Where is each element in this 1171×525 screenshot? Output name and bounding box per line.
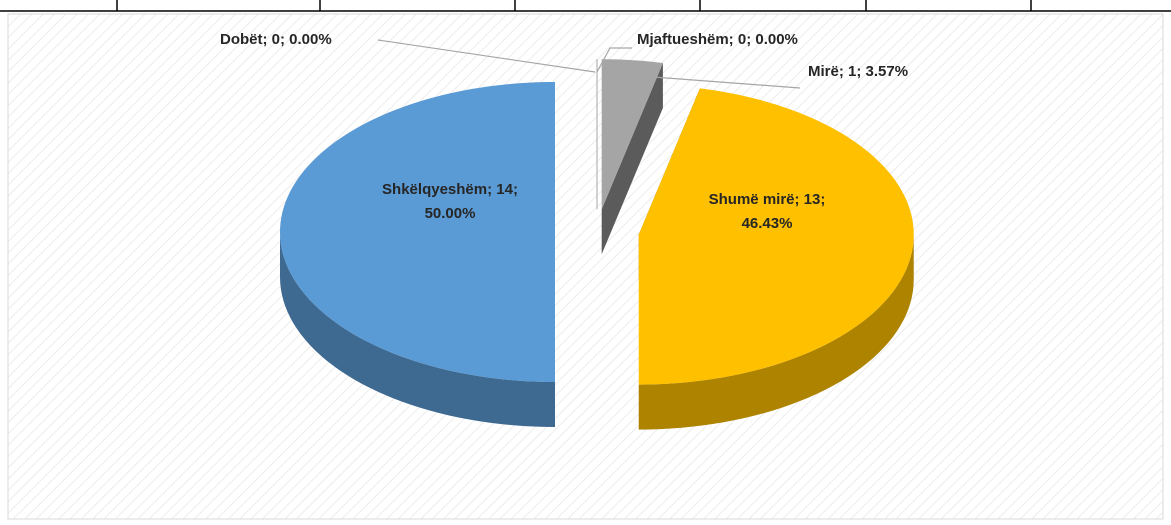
labels: Dobët; 0; 0.00% Mjaftueshëm; 0; 0.00% Mirë… bbox=[220, 31, 908, 232]
data-label: Shkëlqyeshëm; 14; 50.00% bbox=[382, 181, 518, 222]
data-label: Dobët; 0; 0.00% bbox=[220, 31, 332, 48]
slice-side bbox=[280, 232, 555, 427]
data-label: Shumë mirë; 13; 46.43% bbox=[709, 191, 826, 232]
data-label-line: 50.00% bbox=[425, 205, 476, 222]
data-label-line: Shkëlqyeshëm; 14; bbox=[382, 181, 518, 198]
data-label: Mjaftueshëm; 0; 0.00% bbox=[637, 31, 798, 48]
data-label-line: Shumë mirë; 13; bbox=[709, 191, 826, 208]
slice-side bbox=[638, 234, 914, 430]
data-label-line: 46.43% bbox=[742, 215, 793, 232]
slice-cut bbox=[601, 62, 663, 255]
slice bbox=[638, 88, 914, 385]
data-label-line: Mjaftueshëm; 0; 0.00% bbox=[637, 31, 798, 48]
leader-line bbox=[377, 39, 596, 73]
chart-area bbox=[7, 13, 1164, 520]
leader-line bbox=[596, 47, 632, 73]
leader-line bbox=[639, 75, 801, 89]
data-label-line: Dobët; 0; 0.00% bbox=[220, 31, 332, 48]
data-label: Mirë; 1; 3.57% bbox=[808, 63, 908, 80]
slice bbox=[280, 82, 555, 382]
pie-tops bbox=[280, 59, 914, 385]
data-label-line: Mirë; 1; 3.57% bbox=[808, 63, 908, 80]
table-border bbox=[0, 0, 1171, 12]
slice bbox=[601, 59, 663, 210]
